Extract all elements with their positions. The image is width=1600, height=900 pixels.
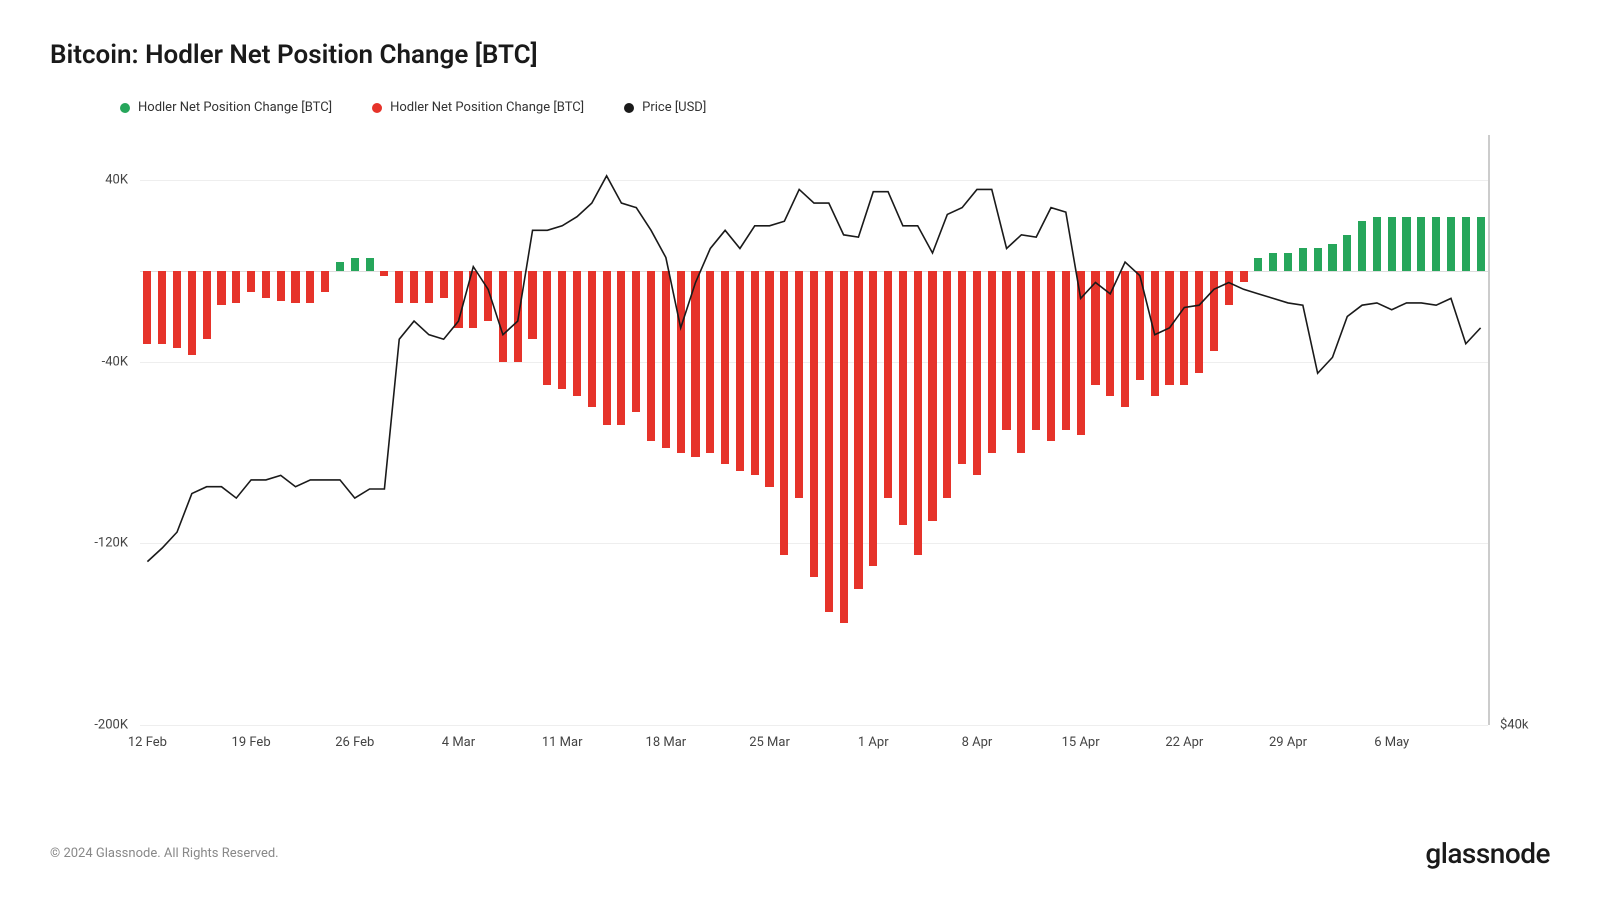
y-axis-label: -200K [94, 718, 140, 733]
y-axis-label: -40K [102, 354, 140, 369]
x-axis-label: 22 Apr [1165, 735, 1203, 750]
x-axis-label: 6 May [1374, 735, 1409, 750]
x-axis-labels: 12 Feb19 Feb26 Feb4 Mar11 Mar18 Mar25 Ma… [140, 725, 1488, 755]
legend-item-price: Price [USD] [624, 100, 706, 115]
legend-label-positive: Hodler Net Position Change [BTC] [138, 100, 332, 115]
x-axis-label: 15 Apr [1062, 735, 1100, 750]
x-axis-label: 29 Apr [1269, 735, 1307, 750]
price-line-layer [140, 135, 1488, 725]
legend-dot-price [624, 103, 634, 113]
x-axis-label: 11 Mar [542, 735, 583, 750]
legend-item-positive: Hodler Net Position Change [BTC] [120, 100, 332, 115]
chart-container: Bitcoin: Hodler Net Position Change [BTC… [0, 0, 1600, 900]
y2-axis-label: $40k [1488, 718, 1529, 733]
legend-dot-positive [120, 103, 130, 113]
footer: © 2024 Glassnode. All Rights Reserved. g… [50, 837, 1550, 870]
chart-area: 12 Feb 19 Feb 26 Feb 4 Mar 11 Mar 18 Mar 25 Ma… [50, 125, 1550, 765]
y-axis-label: -120K [94, 536, 140, 551]
x-axis-label: 26 Feb [335, 735, 374, 750]
x-axis-label: 25 Mar [749, 735, 790, 750]
x-axis-label: 12 Feb [128, 735, 167, 750]
x-axis-label: 4 Mar [442, 735, 475, 750]
price-line [147, 176, 1480, 562]
plot-region: 12 Feb19 Feb26 Feb4 Mar11 Mar18 Mar25 Ma… [140, 135, 1490, 725]
legend-label-negative: Hodler Net Position Change [BTC] [390, 100, 584, 115]
legend-dot-negative [372, 103, 382, 113]
chart-title: Bitcoin: Hodler Net Position Change [BTC… [50, 40, 1550, 70]
x-axis-label: 18 Mar [646, 735, 687, 750]
y-axis-label: 40K [105, 173, 140, 188]
brand-logo: glassnode [1425, 837, 1550, 870]
copyright-text: © 2024 Glassnode. All Rights Reserved. [50, 846, 279, 861]
legend-item-negative: Hodler Net Position Change [BTC] [372, 100, 584, 115]
legend: Hodler Net Position Change [BTC] Hodler … [120, 100, 1550, 115]
x-axis-label: 19 Feb [232, 735, 271, 750]
legend-label-price: Price [USD] [642, 100, 706, 115]
x-axis-label: 1 Apr [858, 735, 889, 750]
x-axis-label: 8 Apr [962, 735, 993, 750]
